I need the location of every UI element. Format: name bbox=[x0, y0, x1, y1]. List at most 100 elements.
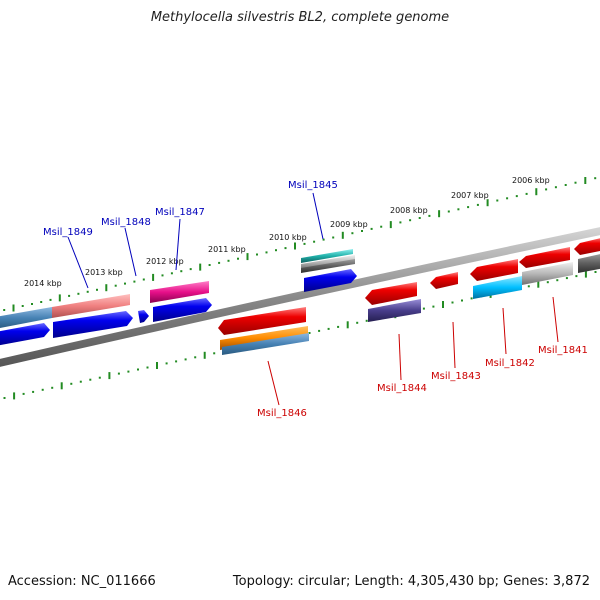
upper-scale-minor-tick bbox=[332, 236, 335, 239]
gene-arrow-msil-1849a bbox=[0, 323, 50, 346]
upper-scale-major-tick bbox=[294, 242, 296, 250]
lower-scale-minor-tick bbox=[213, 352, 216, 355]
upper-scale-minor-tick bbox=[594, 177, 597, 180]
upper-scale-major-tick bbox=[486, 199, 489, 207]
lower-scale-minor-tick bbox=[527, 285, 530, 288]
gene-arrow-msil-1848 bbox=[138, 310, 149, 323]
lower-scale-minor-tick bbox=[127, 370, 130, 373]
genome-backbone bbox=[0, 227, 600, 367]
upper-scale-minor-tick bbox=[496, 199, 499, 202]
feature-band-left-pink bbox=[52, 294, 130, 318]
feature-band-steel bbox=[222, 333, 309, 355]
upper-scale-minor-tick bbox=[564, 184, 567, 186]
lower-scale-major-tick bbox=[156, 362, 158, 369]
scale-label: 2010 kbp bbox=[269, 233, 307, 242]
leader-msil-1847 bbox=[175, 218, 181, 271]
upper-scale-major-tick bbox=[58, 294, 61, 302]
upper-scale-minor-tick bbox=[170, 272, 173, 275]
lower-scale-minor-tick bbox=[461, 299, 463, 302]
feature-band-slate bbox=[301, 259, 355, 273]
gene-arrow-far-right bbox=[574, 238, 600, 255]
upper-scale-minor-tick bbox=[96, 288, 98, 291]
scale-label: 2007 kbp bbox=[451, 191, 489, 200]
upper-scale-minor-tick bbox=[21, 305, 24, 307]
leader-msil-1844 bbox=[398, 333, 402, 381]
upper-scale-major-tick bbox=[389, 221, 392, 229]
lower-scale-minor-tick bbox=[308, 332, 311, 334]
gene-label-msil-1844: Msil_1844 bbox=[377, 383, 427, 394]
upper-scale-major-tick bbox=[246, 253, 249, 261]
lower-scale-minor-tick bbox=[432, 305, 435, 308]
genome-summary-text: Topology: circular; Length: 4,305,430 bp… bbox=[232, 574, 590, 589]
lower-scale-minor-tick bbox=[575, 275, 578, 278]
upper-scale-minor-tick bbox=[303, 242, 306, 245]
lower-scale-minor-tick bbox=[117, 372, 120, 375]
lower-scale-minor-tick bbox=[175, 360, 178, 363]
lower-scale-minor-tick bbox=[137, 368, 139, 371]
upper-scale-minor-tick bbox=[574, 181, 577, 184]
gene-arrow-msil-1844 bbox=[365, 282, 417, 305]
feature-band-cyan bbox=[473, 276, 522, 299]
upper-scale-minor-tick bbox=[77, 292, 80, 295]
leader-msil-1841 bbox=[552, 296, 559, 343]
upper-scale-minor-tick bbox=[275, 249, 277, 252]
upper-scale-minor-tick bbox=[370, 227, 373, 230]
upper-scale-minor-tick bbox=[515, 195, 518, 198]
feature-band-silver-right bbox=[522, 262, 573, 285]
lower-scale-minor-tick bbox=[98, 376, 101, 379]
upper-scale-minor-tick bbox=[68, 294, 71, 297]
upper-scale-minor-tick bbox=[218, 261, 221, 264]
upper-scale-minor-tick bbox=[322, 238, 325, 241]
upper-scale-minor-tick bbox=[525, 192, 528, 195]
upper-scale-minor-tick bbox=[418, 217, 421, 219]
lower-scale-minor-tick bbox=[184, 358, 187, 361]
scale-label: 2011 kbp bbox=[208, 245, 246, 254]
feature-band-teal bbox=[301, 249, 353, 263]
upper-scale-minor-tick bbox=[361, 230, 363, 232]
upper-scale-minor-tick bbox=[351, 232, 354, 235]
gene-arrow-msil-1849 bbox=[53, 311, 133, 338]
lower-scale-minor-tick bbox=[594, 271, 597, 273]
feature-band-far-right bbox=[578, 254, 600, 273]
upper-scale-minor-tick bbox=[142, 278, 145, 281]
upper-scale-major-tick bbox=[12, 304, 15, 312]
upper-scale-minor-tick bbox=[227, 259, 230, 262]
upper-scale-minor-tick bbox=[86, 290, 89, 293]
gene-label-msil-1842: Msil_1842 bbox=[485, 358, 535, 369]
upper-scale-minor-tick bbox=[265, 251, 268, 254]
upper-scale-major-tick bbox=[535, 188, 538, 196]
upper-scale-minor-tick bbox=[189, 268, 192, 271]
gene-arrow-msil-1843 bbox=[430, 272, 458, 289]
upper-scale-minor-tick bbox=[31, 303, 33, 305]
upper-scale-minor-tick bbox=[545, 188, 548, 191]
gene-label-msil-1847: Msil_1847 bbox=[155, 207, 205, 218]
upper-scale-major-tick bbox=[341, 231, 344, 239]
leader-msil-1849 bbox=[67, 236, 89, 289]
scale-label: 2006 kbp bbox=[512, 176, 550, 185]
lower-scale-minor-tick bbox=[22, 392, 25, 395]
scale-labels: 2006 kbp 2007 kbp 2008 kbp 2009 kbp 2010 kbp… bbox=[24, 176, 550, 288]
upper-scale-minor-tick bbox=[161, 274, 164, 277]
gene-arrow-msil-1846 bbox=[218, 307, 306, 335]
upper-scale-minor-tick bbox=[380, 225, 383, 228]
lower-scale-minor-tick bbox=[70, 382, 73, 385]
leader-msil-1842 bbox=[502, 307, 507, 355]
leader-msil-1843 bbox=[452, 321, 456, 369]
lower-scale-minor-tick bbox=[565, 277, 568, 280]
upper-scale-major-tick bbox=[584, 177, 587, 184]
upper-scale-minor-tick bbox=[180, 270, 183, 273]
upper-scale-minor-tick bbox=[467, 206, 470, 209]
gene-label-msil-1846: Msil_1846 bbox=[257, 408, 307, 419]
upper-scale-minor-tick bbox=[457, 208, 460, 211]
upper-scale-major-tick bbox=[438, 210, 441, 218]
gene-arrow-msil-1841 bbox=[519, 247, 570, 268]
lower-scale-major-tick bbox=[442, 301, 444, 308]
gene-arrow-msil-1847 bbox=[153, 298, 212, 322]
lower-scale-minor-tick bbox=[422, 307, 425, 310]
map-title: Methylocella silvestris BL2, complete ge… bbox=[150, 10, 450, 25]
feature-band-silver bbox=[301, 255, 355, 269]
lower-scale-minor-tick bbox=[356, 321, 359, 324]
lower-scale-minor-tick bbox=[194, 356, 197, 359]
upper-scale-minor-tick bbox=[447, 210, 450, 213]
lower-scale-minor-tick bbox=[165, 362, 168, 365]
